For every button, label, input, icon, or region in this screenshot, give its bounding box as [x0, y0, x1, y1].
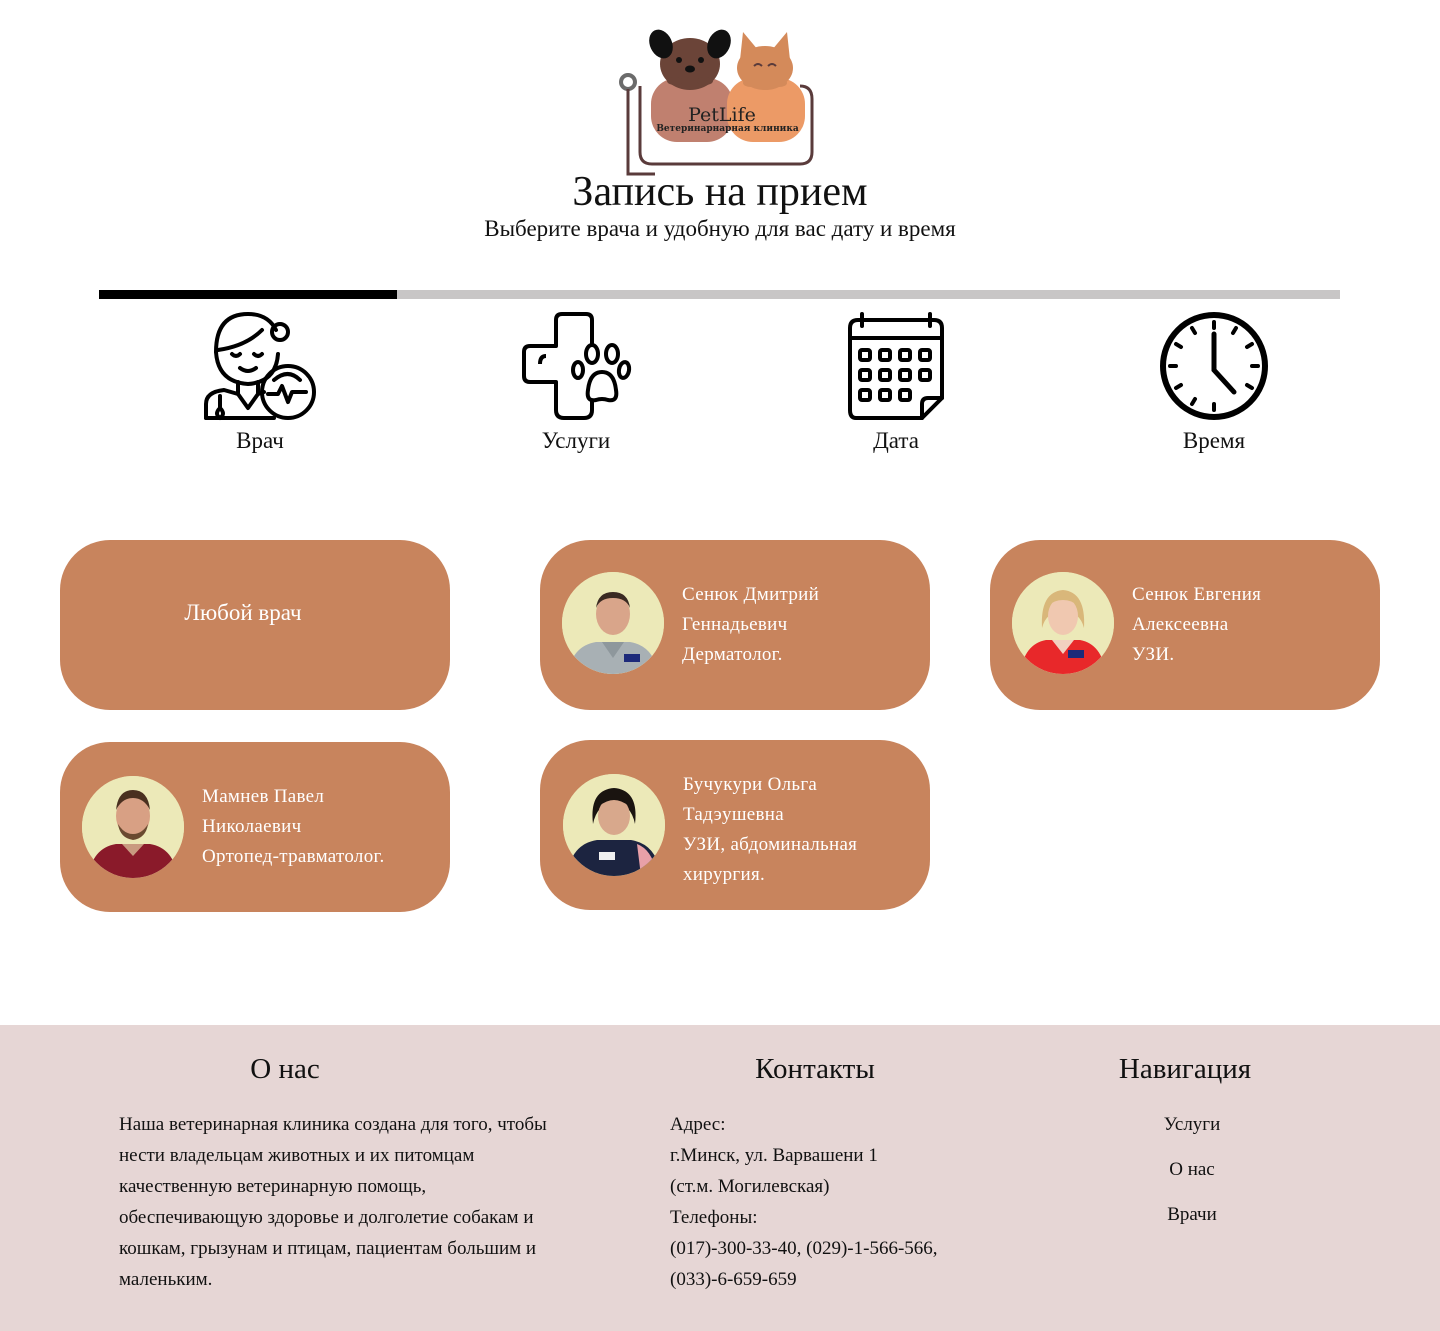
doctor-card[interactable]: Бучукури Ольга Тадэушевна УЗИ, абдоминал…: [540, 740, 930, 910]
nav-link-doctors[interactable]: Врачи: [1167, 1204, 1217, 1225]
phones-label: Телефоны:: [670, 1207, 758, 1228]
footer-about-text: Наша ветеринарная клиника создана для то…: [119, 1114, 547, 1290]
nav-link-services[interactable]: Услуги: [1163, 1114, 1221, 1135]
nav-link-about[interactable]: О нас: [1169, 1159, 1215, 1180]
doctor-name-line1: Сенюк Евгения: [1132, 584, 1262, 605]
logo-name: PetLife: [688, 104, 756, 126]
footer-contacts: Адрес: г.Минск, ул. Варвашени 1 (ст.м. М…: [670, 1109, 1030, 1295]
page-subtitle: Выберите врача и удобную для вас дату и …: [484, 216, 956, 241]
doctor-icon: [204, 312, 316, 420]
logo-subtitle: Ветеринарнарная клиника: [656, 124, 799, 134]
address-label: Адрес:: [670, 1114, 726, 1135]
metro-station: (ст.м. Могилевская): [670, 1176, 830, 1197]
step-doctor[interactable]: Врач: [160, 310, 360, 454]
doctor-avatar: [1012, 572, 1114, 674]
doctor-info: Мамнев Павел Николаевич Ортопед-травмато…: [202, 782, 385, 872]
doctor-card[interactable]: Сенюк Дмитрий Геннадьевич Дерматолог.: [540, 540, 930, 710]
doctor-name-line2: Тадэушевна: [683, 804, 784, 825]
doctor-card[interactable]: Сенюк Евгения Алексеевна УЗИ.: [990, 540, 1380, 710]
phone-numbers-extra[interactable]: (033)-6-659-659: [670, 1269, 797, 1290]
doctor-card-any[interactable]: Любой врач: [60, 540, 450, 710]
footer-contacts-title: Контакты: [755, 1053, 875, 1085]
doctor-card[interactable]: Мамнев Павел Николаевич Ортопед-травмато…: [60, 742, 450, 912]
doctor-name-line1: Мамнев Павел: [202, 786, 325, 807]
doctor-name-line1: Бучукури Ольга: [683, 774, 818, 795]
doctor-photo: [562, 572, 664, 674]
medical-paw-icon: [522, 312, 632, 420]
footer-about-title: О нас: [250, 1053, 320, 1085]
doctor-name-line2: Алексеевна: [1132, 614, 1229, 635]
doctor-avatar: [562, 572, 664, 674]
doctor-name-line2: Николаевич: [202, 816, 302, 837]
step-time[interactable]: Время: [1114, 310, 1314, 454]
doctor-specialty: Дерматолог.: [682, 644, 783, 665]
pet-logo-icon: [619, 29, 814, 176]
doctor-specialty-cont: хирургия.: [683, 864, 766, 885]
step-label-services: Услуги: [541, 428, 611, 453]
calendar-icon: [848, 312, 944, 420]
doctor-name-line2: Геннадьевич: [682, 614, 788, 635]
step-label-time: Время: [1182, 428, 1246, 453]
any-doctor-label: Любой врач: [184, 600, 302, 625]
step-label-doctor: Врач: [236, 428, 284, 453]
clinic-logo[interactable]: PetLife Ветеринарнарная клиника: [615, 24, 820, 180]
progress-fill: [99, 290, 397, 299]
step-date[interactable]: Дата: [796, 310, 996, 454]
step-label-date: Дата: [873, 428, 919, 453]
doctor-info: Сенюк Евгения Алексеевна УЗИ.: [1132, 580, 1261, 670]
step-services[interactable]: Услуги: [476, 310, 676, 454]
doctor-name-line1: Сенюк Дмитрий: [682, 584, 820, 605]
clock-icon: [1160, 312, 1268, 420]
doctor-photo: [1012, 572, 1114, 674]
doctor-avatar: [82, 776, 184, 878]
footer: О нас Наша ветеринарная клиника создана …: [0, 1025, 1440, 1331]
doctor-info: Сенюк Дмитрий Геннадьевич Дерматолог.: [682, 580, 819, 670]
page-title: Запись на прием: [572, 169, 868, 215]
address-value: г.Минск, ул. Варвашени 1: [670, 1145, 878, 1166]
footer-nav-title: Навигация: [1118, 1053, 1252, 1085]
footer-nav: Услуги О нас Врачи: [1092, 1109, 1292, 1244]
doctor-specialty: УЗИ, абдоминальная: [683, 834, 858, 855]
doctor-specialty: Ортопед-травматолог.: [202, 846, 385, 867]
doctor-photo: [82, 776, 184, 878]
doctor-info: Бучукури Ольга Тадэушевна УЗИ, абдоминал…: [683, 770, 857, 890]
doctor-specialty: УЗИ.: [1132, 644, 1175, 665]
doctor-photo: [563, 774, 665, 876]
progress-bar: [99, 290, 1340, 299]
doctor-avatar: [563, 774, 665, 876]
phone-numbers[interactable]: (017)-300-33-40, (029)-1-566-566,: [670, 1238, 938, 1259]
